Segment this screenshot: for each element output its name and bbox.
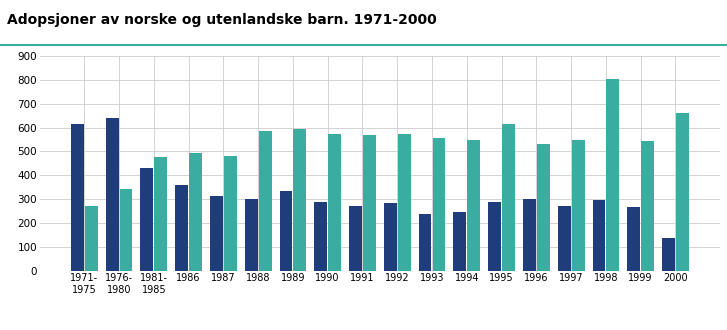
Bar	[489, 202, 501, 271]
Bar	[571, 140, 585, 271]
Bar	[384, 203, 397, 271]
Bar	[419, 214, 432, 271]
Bar	[105, 118, 119, 271]
Bar	[433, 138, 446, 271]
Bar	[467, 140, 480, 271]
Bar	[593, 200, 606, 271]
Bar	[280, 191, 292, 271]
Bar	[606, 79, 619, 271]
Bar	[85, 206, 97, 271]
Bar	[676, 113, 688, 271]
Bar	[558, 206, 571, 271]
Bar	[662, 238, 675, 271]
Bar	[294, 129, 306, 271]
Bar	[259, 131, 271, 271]
Bar	[224, 156, 237, 271]
Bar	[328, 134, 341, 271]
Bar	[627, 208, 640, 271]
Bar	[154, 157, 167, 271]
Bar	[523, 199, 536, 271]
Bar	[140, 168, 153, 271]
Bar	[454, 212, 466, 271]
Bar	[71, 124, 84, 271]
Bar	[189, 153, 202, 271]
Bar	[537, 144, 550, 271]
Text: Adopsjoner av norske og utenlandske barn. 1971-2000: Adopsjoner av norske og utenlandske barn…	[7, 13, 437, 27]
Bar	[119, 189, 132, 271]
Bar	[210, 196, 223, 271]
Bar	[641, 141, 654, 271]
Bar	[314, 202, 327, 271]
Bar	[363, 135, 376, 271]
Bar	[398, 134, 411, 271]
Bar	[349, 206, 362, 271]
Bar	[502, 124, 515, 271]
Bar	[175, 185, 188, 271]
Bar	[245, 199, 257, 271]
